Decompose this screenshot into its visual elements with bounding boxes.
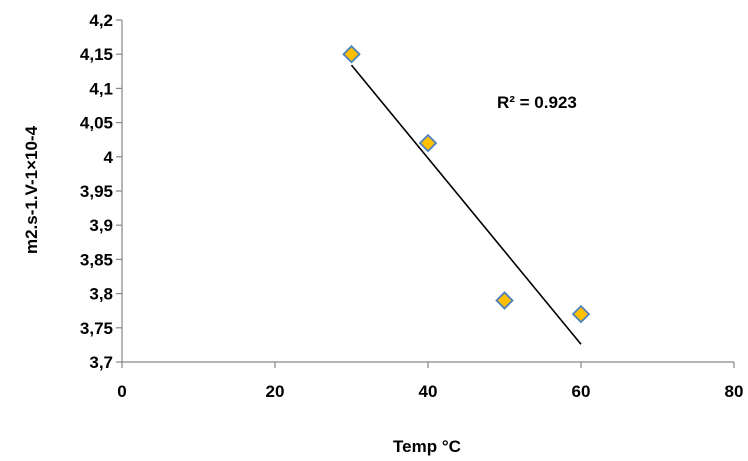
data-points xyxy=(342,44,591,324)
linear-trendline xyxy=(350,64,582,345)
y-tick-label: 4,05 xyxy=(80,114,113,133)
y-tick-label: 3,85 xyxy=(80,250,113,269)
y-tick-label: 3,7 xyxy=(89,353,113,372)
r-squared-annotation: R² = 0.923 xyxy=(497,93,577,112)
trendline-group xyxy=(350,64,582,345)
y-axis-ticks: 3,7 3,75 3,8 3,85 3,9 3,95 4 4,05 4,1 4,15 4,2 xyxy=(80,11,122,372)
x-tick-label: 40 xyxy=(419,382,438,401)
x-tick-label: 20 xyxy=(266,382,285,401)
y-tick-label: 4,15 xyxy=(80,45,113,64)
axes xyxy=(121,20,734,363)
y-axis-title: m2.s-1.V-1×10-4 xyxy=(22,125,41,254)
data-point xyxy=(418,133,438,153)
x-tick-label: 0 xyxy=(117,382,126,401)
y-tick-label: 4,2 xyxy=(89,11,113,30)
x-tick-label: 80 xyxy=(725,382,744,401)
data-point xyxy=(342,44,361,64)
data-point xyxy=(571,304,591,324)
y-tick-label: 4 xyxy=(104,148,114,167)
y-tick-label: 3,8 xyxy=(89,285,113,304)
y-tick-label: 3,75 xyxy=(80,319,113,338)
y-tick-label: 3,95 xyxy=(80,182,113,201)
y-tick-label: 3,9 xyxy=(89,216,113,235)
x-axis-ticks: 0 20 40 60 80 xyxy=(117,362,743,401)
data-point xyxy=(495,291,514,310)
x-tick-label: 60 xyxy=(572,382,591,401)
y-tick-label: 4,1 xyxy=(89,79,113,98)
x-axis-title: Temp °C xyxy=(393,437,461,456)
